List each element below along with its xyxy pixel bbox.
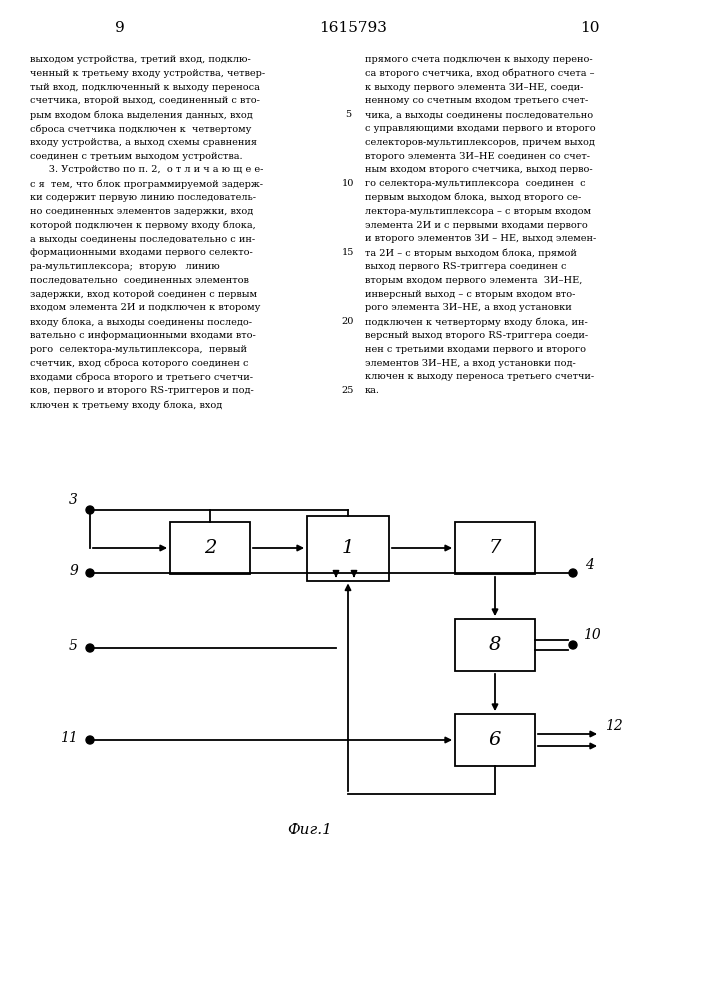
Text: лектора-мультиплексора – с вторым входом: лектора-мультиплексора – с вторым входом [365, 207, 591, 216]
Text: входу блока, а выходы соединены последо-: входу блока, а выходы соединены последо- [30, 317, 252, 327]
Text: 5: 5 [345, 110, 351, 119]
Text: рого элемента ЗИ–НЕ, а вход установки: рого элемента ЗИ–НЕ, а вход установки [365, 303, 572, 312]
Circle shape [569, 641, 577, 649]
Text: ка.: ка. [365, 386, 380, 395]
Text: выход первого RS-триггера соединен с: выход первого RS-триггера соединен с [365, 262, 566, 271]
Text: вательно с информационными входами вто-: вательно с информационными входами вто- [30, 331, 256, 340]
Text: второго элемента ЗИ–НЕ соединен со счет-: второго элемента ЗИ–НЕ соединен со счет- [365, 152, 590, 161]
Circle shape [86, 506, 94, 514]
Circle shape [86, 644, 94, 652]
Text: 7: 7 [489, 539, 501, 557]
Text: 1615793: 1615793 [319, 21, 387, 35]
Text: 8: 8 [489, 636, 501, 654]
Text: рого  селектора-мультиплексора,  первый: рого селектора-мультиплексора, первый [30, 345, 247, 354]
Bar [170, 522, 250, 574]
Text: 10: 10 [341, 179, 354, 188]
Text: ключен к третьему входу блока, вход: ключен к третьему входу блока, вход [30, 400, 222, 410]
Text: 10: 10 [580, 21, 600, 35]
Text: ки содержит первую линию последователь-: ки содержит первую линию последователь- [30, 193, 256, 202]
Text: счетчика, второй выход, соединенный с вто-: счетчика, второй выход, соединенный с вт… [30, 96, 260, 105]
Circle shape [86, 569, 94, 577]
Text: выходом устройства, третий вход, подклю-: выходом устройства, третий вход, подклю- [30, 55, 251, 64]
Text: входами сброса второго и третьего счетчи-: входами сброса второго и третьего счетчи… [30, 372, 253, 382]
Text: входу устройства, а выход схемы сравнения: входу устройства, а выход схемы сравнени… [30, 138, 257, 147]
Text: счетчик, вход сброса которого соединен с: счетчик, вход сброса которого соединен с [30, 359, 248, 368]
Text: чика, а выходы соединены последовательно: чика, а выходы соединены последовательно [365, 110, 593, 119]
Text: элемента 2И и с первыми входами первого: элемента 2И и с первыми входами первого [365, 221, 588, 230]
Text: 1: 1 [341, 539, 354, 557]
Text: ным входом второго счетчика, выход перво-: ным входом второго счетчика, выход перво… [365, 165, 592, 174]
Text: прямого счета подключен к выходу перено-: прямого счета подключен к выходу перено- [365, 55, 592, 64]
Text: с я  тем, что блок программируемой задерж-: с я тем, что блок программируемой задерж… [30, 179, 263, 189]
Text: селекторов-мультиплексоров, причем выход: селекторов-мультиплексоров, причем выход [365, 138, 595, 147]
Text: рым входом блока выделения данных, вход: рым входом блока выделения данных, вход [30, 110, 252, 120]
Text: 10: 10 [583, 628, 601, 642]
Bar [455, 522, 535, 574]
Text: Фиг.1: Фиг.1 [288, 823, 332, 837]
Text: нен с третьими входами первого и второго: нен с третьими входами первого и второго [365, 345, 586, 354]
Text: 4: 4 [585, 558, 594, 572]
Text: 20: 20 [341, 317, 354, 326]
Text: 5: 5 [69, 639, 78, 653]
Text: которой подключен к первому входу блока,: которой подключен к первому входу блока, [30, 221, 256, 230]
Circle shape [569, 569, 577, 577]
Text: 9: 9 [69, 564, 78, 578]
Text: 25: 25 [341, 386, 354, 395]
Text: тый вход, подключенный к выходу переноса: тый вход, подключенный к выходу переноса [30, 83, 260, 92]
Text: 12: 12 [605, 719, 623, 733]
Text: ра-мультиплексора;  вторую   линию: ра-мультиплексора; вторую линию [30, 262, 220, 271]
Bar [307, 516, 389, 580]
Bar [455, 714, 535, 766]
Text: 9: 9 [115, 21, 125, 35]
Text: са второго счетчика, вход обратного счета –: са второго счетчика, вход обратного счет… [365, 69, 595, 78]
Text: и второго элементов ЗИ – НЕ, выход элемен-: и второго элементов ЗИ – НЕ, выход элеме… [365, 234, 596, 243]
Text: 6: 6 [489, 731, 501, 749]
Text: ков, первого и второго RS-триггеров и под-: ков, первого и второго RS-триггеров и по… [30, 386, 254, 395]
Text: та 2И – с вторым выходом блока, прямой: та 2И – с вторым выходом блока, прямой [365, 248, 577, 258]
Text: входом элемента 2И и подключен к второму: входом элемента 2И и подключен к второму [30, 303, 260, 312]
Text: 15: 15 [341, 248, 354, 257]
Bar [455, 619, 535, 671]
Text: к выходу первого элемента ЗИ–НЕ, соеди-: к выходу первого элемента ЗИ–НЕ, соеди- [365, 83, 583, 92]
Text: но соединенных элементов задержки, вход: но соединенных элементов задержки, вход [30, 207, 253, 216]
Text: последовательно  соединенных элементов: последовательно соединенных элементов [30, 276, 249, 285]
Text: ключен к выходу переноса третьего счетчи-: ключен к выходу переноса третьего счетчи… [365, 372, 594, 381]
Text: формационными входами первого селекто-: формационными входами первого селекто- [30, 248, 252, 257]
Text: ченный к третьему входу устройства, четвер-: ченный к третьему входу устройства, четв… [30, 69, 265, 78]
Circle shape [86, 736, 94, 744]
Text: версный выход второго RS-триггера соеди-: версный выход второго RS-триггера соеди- [365, 331, 588, 340]
Text: го селектора-мультиплексора  соединен  с: го селектора-мультиплексора соединен с [365, 179, 585, 188]
Text: первым выходом блока, выход второго се-: первым выходом блока, выход второго се- [365, 193, 581, 202]
Text: ненному со счетным входом третьего счет-: ненному со счетным входом третьего счет- [365, 96, 588, 105]
Text: элементов ЗИ–НЕ, а вход установки под-: элементов ЗИ–НЕ, а вход установки под- [365, 359, 575, 368]
Text: с управляющими входами первого и второго: с управляющими входами первого и второго [365, 124, 595, 133]
Text: задержки, вход которой соединен с первым: задержки, вход которой соединен с первым [30, 290, 257, 299]
Text: 3: 3 [69, 493, 78, 507]
Text: подключен к четверторму входу блока, ин-: подключен к четверторму входу блока, ин- [365, 317, 588, 327]
Text: соединен с третьим выходом устройства.: соединен с третьим выходом устройства. [30, 152, 243, 161]
Text: 2: 2 [204, 539, 216, 557]
Text: а выходы соединены последовательно с ин-: а выходы соединены последовательно с ин- [30, 234, 255, 243]
Text: 11: 11 [60, 731, 78, 745]
Text: 3. Устройство по п. 2,  о т л и ч а ю щ е е-: 3. Устройство по п. 2, о т л и ч а ю щ е… [30, 165, 264, 174]
Text: сброса счетчика подключен к  четвертому: сброса счетчика подключен к четвертому [30, 124, 252, 133]
Text: инверсный выход – с вторым входом вто-: инверсный выход – с вторым входом вто- [365, 290, 575, 299]
Text: вторым входом первого элемента  ЗИ–НЕ,: вторым входом первого элемента ЗИ–НЕ, [365, 276, 583, 285]
